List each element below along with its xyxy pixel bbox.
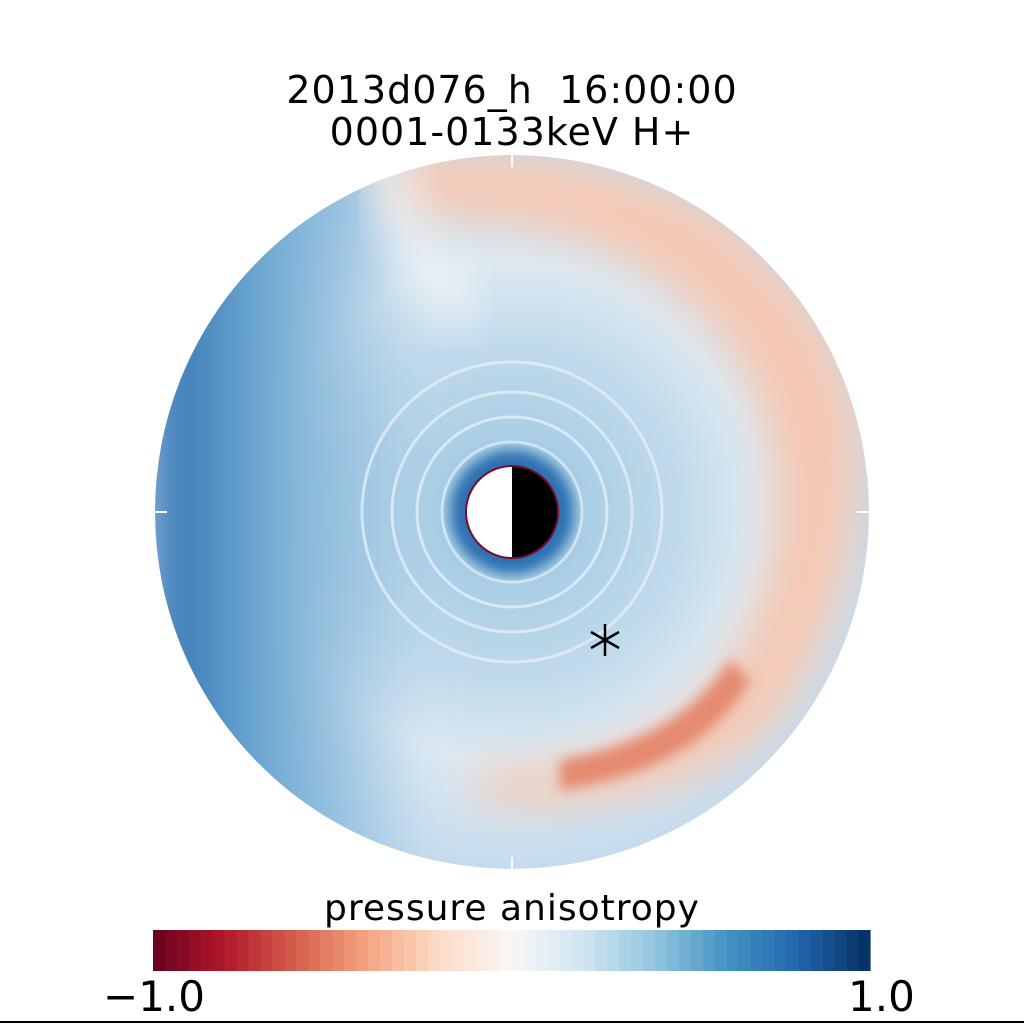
colorbar-segment [571,930,584,971]
colorbar-segment [284,930,297,971]
colorbar-segment [224,930,238,971]
colorbar-label: pressure anisotropy [324,888,700,929]
colorbar-segment [332,930,345,971]
colorbar-segment [475,930,489,971]
colorbar-segment [212,930,226,971]
colorbar-segment [547,930,560,971]
colorbar-segment [678,930,692,971]
colorbar-segment [583,930,596,971]
colorbar-segment [176,930,190,971]
colorbar-segment [619,930,632,971]
colorbar-segment [236,930,250,971]
colorbar-max-label: 1.0 [848,972,915,1021]
colorbar-segment [726,930,740,971]
colorbar-segment [762,930,775,971]
axis-ticks [155,155,869,869]
colorbar-segment [248,930,262,971]
colorbar-segment [260,930,274,971]
asterisk-marker [590,624,620,656]
colorbar-segment [690,930,704,971]
colorbar-segment [439,930,453,971]
colorbar-segment [750,930,764,971]
colorbar-segment [272,930,286,971]
colorbar-segment [403,930,417,971]
colorbar-segment [822,930,835,971]
colorbar-segment [786,930,799,971]
colorbar-segment [714,930,728,971]
colorbar-segment [451,930,465,971]
chart-title-line1: 2013d076_h 16:00:00 [286,68,738,112]
colorbar-segment [463,930,477,971]
colorbar-segment [392,930,405,971]
colorbar-segment [308,930,321,971]
colorbar [153,930,871,971]
colorbar-segment [559,930,572,971]
colorbar-segment [631,930,644,971]
colorbar-segment [523,930,536,971]
colorbar-min-label: −1.0 [103,972,205,1021]
colorbar-segment [702,930,716,971]
colorbar-segment [296,930,309,971]
colorbar-segment [164,930,178,971]
colorbar-segment [499,930,513,971]
colorbar-segment [810,930,823,971]
colorbar-segment [487,930,501,971]
colorbar-segment [654,930,668,971]
colorbar-segment [368,930,381,971]
colorbar-segment [535,930,548,971]
colorbar-segment [320,930,333,971]
colorbar-segment [427,930,441,971]
colorbar-segment [607,930,620,971]
colorbar-segment [595,930,608,971]
chart-title-line2: 0001-0133keV H+ [329,110,695,154]
bottom-border [0,1021,1024,1023]
colorbar-segment [774,930,787,971]
colorbar-segment [344,930,357,971]
colorbar-segment [415,930,429,971]
colorbar-segment [356,930,369,971]
colorbar-segment [188,930,202,971]
colorbar-segment [834,930,847,971]
colorbar-segment [846,930,859,971]
planet [465,465,559,559]
colorbar-segment [511,930,525,971]
colorbar-segment [380,930,393,971]
colorbar-segment [858,930,871,971]
colorbar-segment [666,930,680,971]
colorbar-segment [642,930,656,971]
colorbar-segment [153,930,166,971]
colorbar-segment [738,930,752,971]
colorbar-segment [798,930,811,971]
colorbar-segment [200,930,214,971]
